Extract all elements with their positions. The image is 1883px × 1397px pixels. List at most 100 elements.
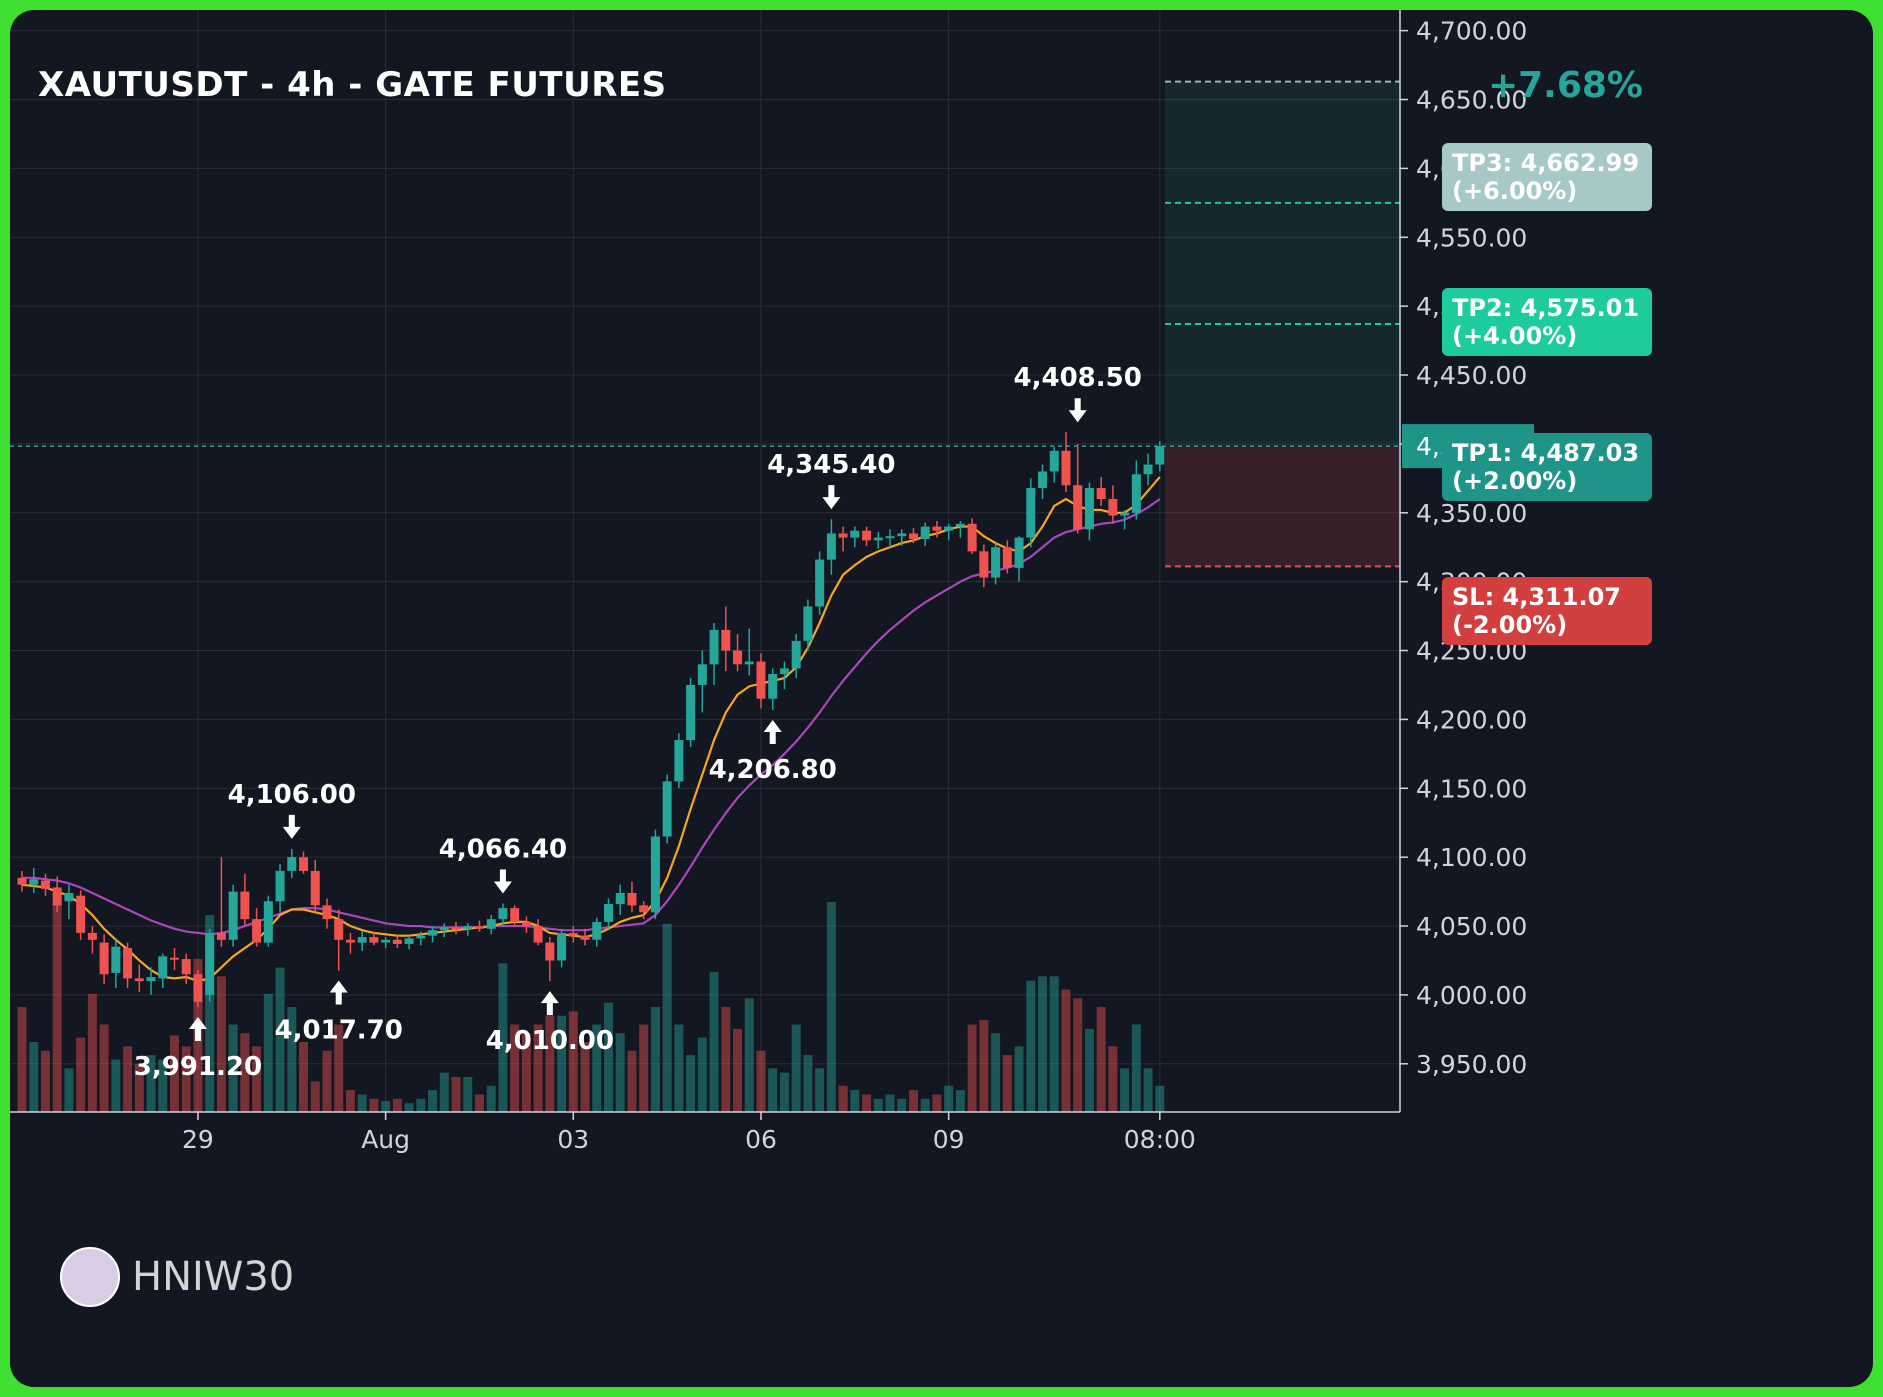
volume-bar: [1002, 1055, 1012, 1112]
candle-body: [169, 957, 179, 960]
candle: [897, 529, 907, 546]
candle-body: [486, 919, 496, 929]
candle: [662, 774, 672, 844]
tp2-percent: (+4.00%): [1452, 322, 1578, 350]
candle-body: [850, 530, 860, 538]
volume-bar: [322, 1050, 332, 1112]
candle-body: [1131, 474, 1141, 513]
tp1-label: TP1: 4,487.03 (+2.00%): [1442, 433, 1652, 501]
volume-bar: [873, 1098, 883, 1112]
volume-bar: [1108, 1046, 1118, 1112]
candle-body: [1014, 537, 1024, 568]
volume-bar: [181, 1046, 191, 1112]
candle-body: [944, 526, 954, 531]
price-chart[interactable]: 4,106.00 3,991.20 4,017.70 4,066.40 4,010.00…: [10, 10, 1873, 1387]
chart-frame: 4,106.00 3,991.20 4,017.70 4,066.40 4,010.00…: [10, 10, 1873, 1387]
candle-body: [768, 673, 778, 699]
candle: [756, 653, 766, 709]
candle: [1108, 485, 1118, 524]
candle: [252, 908, 262, 947]
volume-bar: [29, 1042, 39, 1112]
candle-body: [381, 939, 391, 943]
price-annotation: 4,017.70: [275, 980, 403, 1046]
candle-body: [1096, 487, 1106, 500]
candle-body: [580, 935, 590, 940]
price-tick-label: 4,350.00: [1416, 499, 1527, 528]
candle-body: [52, 887, 62, 906]
tp2-label: TP2: 4,575.01 (+4.00%): [1442, 288, 1652, 356]
candle: [52, 876, 62, 913]
volume-bar: [908, 1090, 918, 1112]
time-tick-label: 09: [933, 1125, 965, 1154]
volume-bar: [521, 1033, 531, 1112]
candle-body: [744, 661, 754, 665]
time-tick-label: 03: [557, 1125, 589, 1154]
candle-body: [252, 919, 262, 943]
candle-body: [897, 533, 907, 537]
candle-body: [662, 781, 672, 837]
annotation-label: 3,991.20: [134, 1052, 262, 1082]
price-annotation: 4,106.00: [228, 780, 356, 839]
candle-body: [592, 921, 602, 940]
tp3-label: TP3: 4,662.99 (+6.00%): [1442, 143, 1652, 211]
candle-body: [791, 640, 801, 669]
candle: [721, 606, 731, 672]
candle-body: [1155, 446, 1165, 465]
candle-body: [451, 927, 461, 930]
candle: [932, 521, 942, 538]
candle-body: [1084, 487, 1094, 530]
time-tick-label: Aug: [361, 1125, 410, 1154]
tp3-percent: (+6.00%): [1452, 177, 1578, 205]
price-tick-label: 4,700.00: [1416, 17, 1527, 46]
volume-bar: [1131, 1024, 1141, 1112]
candle-body: [87, 932, 97, 940]
volume-bar: [252, 1046, 262, 1112]
volume-bar: [76, 1037, 86, 1112]
total-change-label: +7.68%: [1487, 65, 1643, 106]
candle-body: [709, 629, 719, 665]
sl-price: SL: 4,311.07: [1452, 583, 1621, 611]
volume-bar: [791, 1024, 801, 1112]
volume-bar: [1038, 976, 1048, 1112]
candle: [134, 964, 144, 993]
volume-bar: [498, 963, 508, 1112]
volume-bar: [263, 993, 273, 1112]
candle-body: [428, 930, 438, 936]
candle: [369, 931, 379, 946]
candle: [345, 932, 355, 954]
arrow-down-icon: [282, 814, 301, 839]
candle-body: [674, 740, 684, 782]
candle: [568, 926, 578, 943]
candle-body: [111, 946, 121, 973]
candle-body: [216, 932, 226, 940]
candle-body: [627, 892, 637, 906]
candle: [428, 926, 438, 943]
candle-body: [357, 937, 367, 943]
volume-bar: [1014, 1046, 1024, 1112]
candle: [627, 881, 637, 913]
candle: [1131, 460, 1141, 520]
volume-bar: [510, 1024, 520, 1112]
candle: [486, 915, 496, 935]
candle-body: [979, 551, 989, 578]
candle: [803, 599, 813, 651]
volume-bar: [815, 1068, 825, 1112]
volume-bar: [428, 1090, 438, 1112]
volume-bar: [650, 1007, 660, 1112]
volume-bar: [756, 1050, 766, 1112]
candle: [686, 678, 696, 747]
candle-body: [1108, 499, 1118, 516]
volume-bar: [1061, 989, 1071, 1112]
candle: [240, 873, 250, 927]
candle: [29, 868, 39, 893]
price-tick-label: 4,000.00: [1416, 981, 1527, 1010]
candle: [920, 522, 930, 546]
candle-body: [240, 891, 250, 920]
volume-bar: [111, 1059, 121, 1112]
volume-bar: [40, 1050, 50, 1112]
candle: [979, 544, 989, 588]
volume-bar: [381, 1101, 391, 1112]
candle: [381, 937, 391, 949]
candle-body: [604, 903, 613, 922]
candle-body: [1002, 547, 1012, 568]
